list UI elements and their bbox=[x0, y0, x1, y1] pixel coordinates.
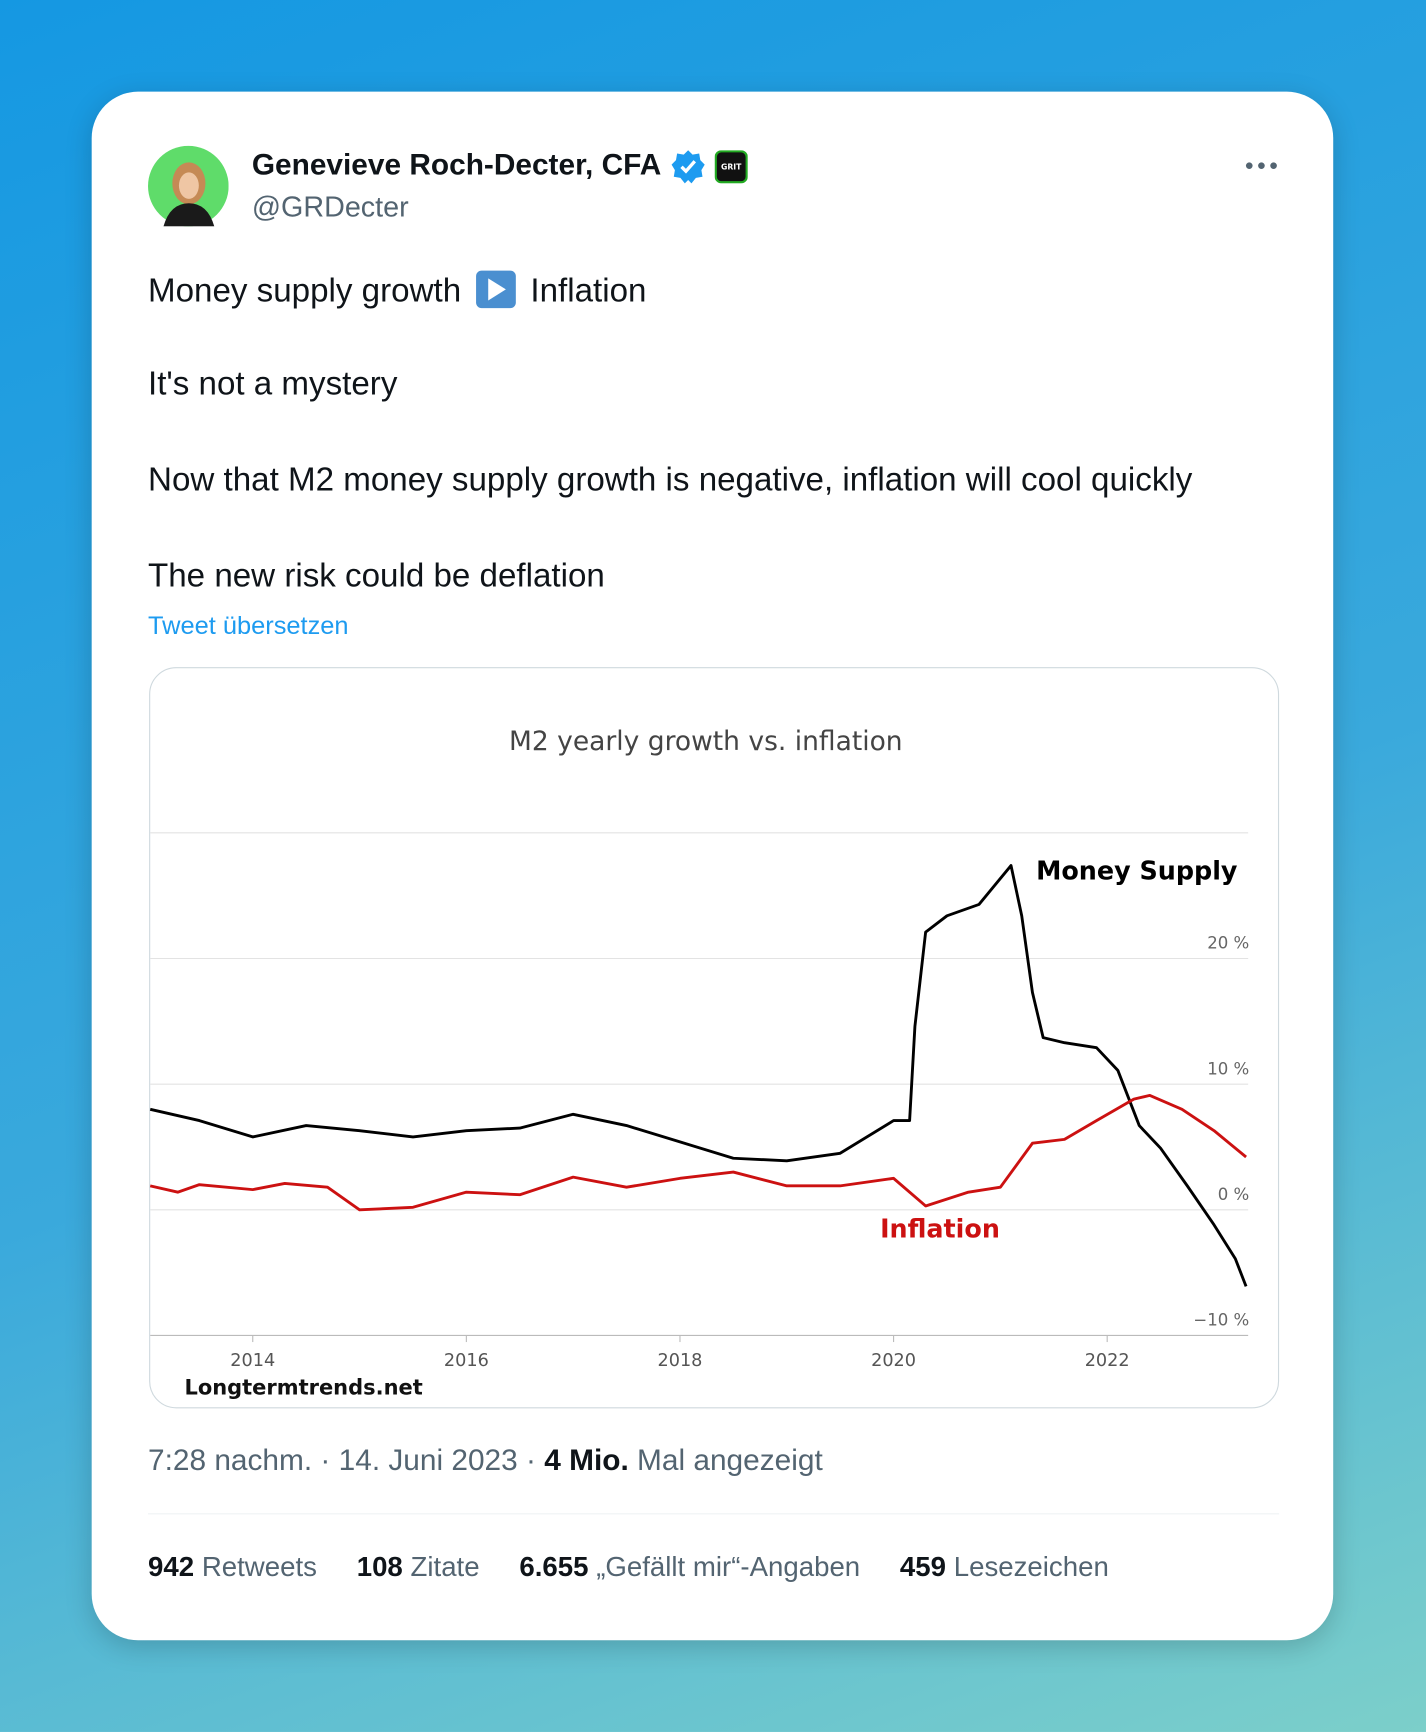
divider bbox=[148, 1513, 1280, 1515]
stat[interactable]: 942 Retweets bbox=[148, 1552, 317, 1584]
stat-label: Zitate bbox=[410, 1551, 480, 1583]
badge-text: GRIT bbox=[721, 162, 742, 171]
tweet-line: Now that M2 money supply growth is negat… bbox=[148, 461, 1193, 499]
more-menu[interactable] bbox=[1244, 158, 1279, 173]
translate-link[interactable]: Tweet übersetzen bbox=[148, 610, 349, 640]
chart-frame[interactable] bbox=[149, 667, 1280, 1409]
text: Inflation bbox=[530, 272, 647, 310]
tweet-line: Money supply growth Inflation bbox=[148, 270, 646, 311]
series-label: Money Supply bbox=[1036, 856, 1238, 886]
tweet-line: It's not a mystery bbox=[148, 365, 398, 403]
avatar[interactable] bbox=[148, 145, 229, 227]
views: 4 Mio. bbox=[544, 1443, 629, 1477]
stat-label: Retweets bbox=[201, 1551, 317, 1583]
stat-count: 459 bbox=[899, 1551, 947, 1583]
stat[interactable]: 459 Lesezeichen bbox=[900, 1552, 1109, 1584]
y-tick-label: 10 % bbox=[1207, 1059, 1249, 1078]
stat-label: „Gefällt mir“-Angaben bbox=[596, 1551, 861, 1583]
series-line bbox=[149, 1093, 1247, 1212]
stat-label: Lesezeichen bbox=[953, 1551, 1109, 1583]
y-tick-label: 0 % bbox=[1218, 1185, 1250, 1204]
y-tick-label: 20 % bbox=[1207, 934, 1249, 953]
author-name[interactable]: Genevieve Roch-Decter, CFA bbox=[251, 148, 662, 182]
y-tick-label: −10 % bbox=[1193, 1311, 1249, 1330]
affiliate-badge: GRIT bbox=[714, 150, 748, 184]
stat-count: 942 bbox=[148, 1551, 195, 1583]
stat[interactable]: 6.655 „Gefällt mir“-Angaben bbox=[519, 1552, 860, 1584]
x-tick-label: 2018 bbox=[657, 1351, 702, 1371]
chart-title: M2 yearly growth vs. inflation bbox=[509, 726, 903, 757]
stat-count: 6.655 bbox=[519, 1551, 589, 1583]
series-label: Inflation bbox=[880, 1213, 1000, 1243]
series-line bbox=[149, 864, 1248, 1287]
stat[interactable]: 108 Zitate bbox=[357, 1552, 480, 1584]
text: Money supply growth bbox=[148, 272, 462, 310]
play-emoji bbox=[475, 270, 516, 309]
x-tick-label: 2022 bbox=[1085, 1351, 1130, 1371]
chart-source: Longtermtrends.net bbox=[184, 1375, 422, 1399]
stat-count: 108 bbox=[356, 1551, 403, 1583]
timestamp[interactable]: 7:28 nachm. · 14. Juni 2023 · bbox=[148, 1443, 545, 1477]
x-tick-label: 2014 bbox=[230, 1351, 275, 1371]
tweet-meta: 7:28 nachm. · 14. Juni 2023 · 4 Mio. Mal… bbox=[148, 1444, 823, 1478]
tweet-line: The new risk could be deflation bbox=[148, 557, 605, 595]
x-tick-label: 2016 bbox=[444, 1351, 489, 1371]
stats: 942 Retweets 108 Zitate 6.655 „Gefällt mir“-A… bbox=[148, 1552, 1109, 1584]
author-handle[interactable]: @GRDecter bbox=[251, 189, 409, 224]
verified-badge bbox=[671, 150, 705, 184]
views-label: Mal angezeigt bbox=[628, 1443, 823, 1477]
x-tick-label: 2020 bbox=[871, 1351, 916, 1371]
